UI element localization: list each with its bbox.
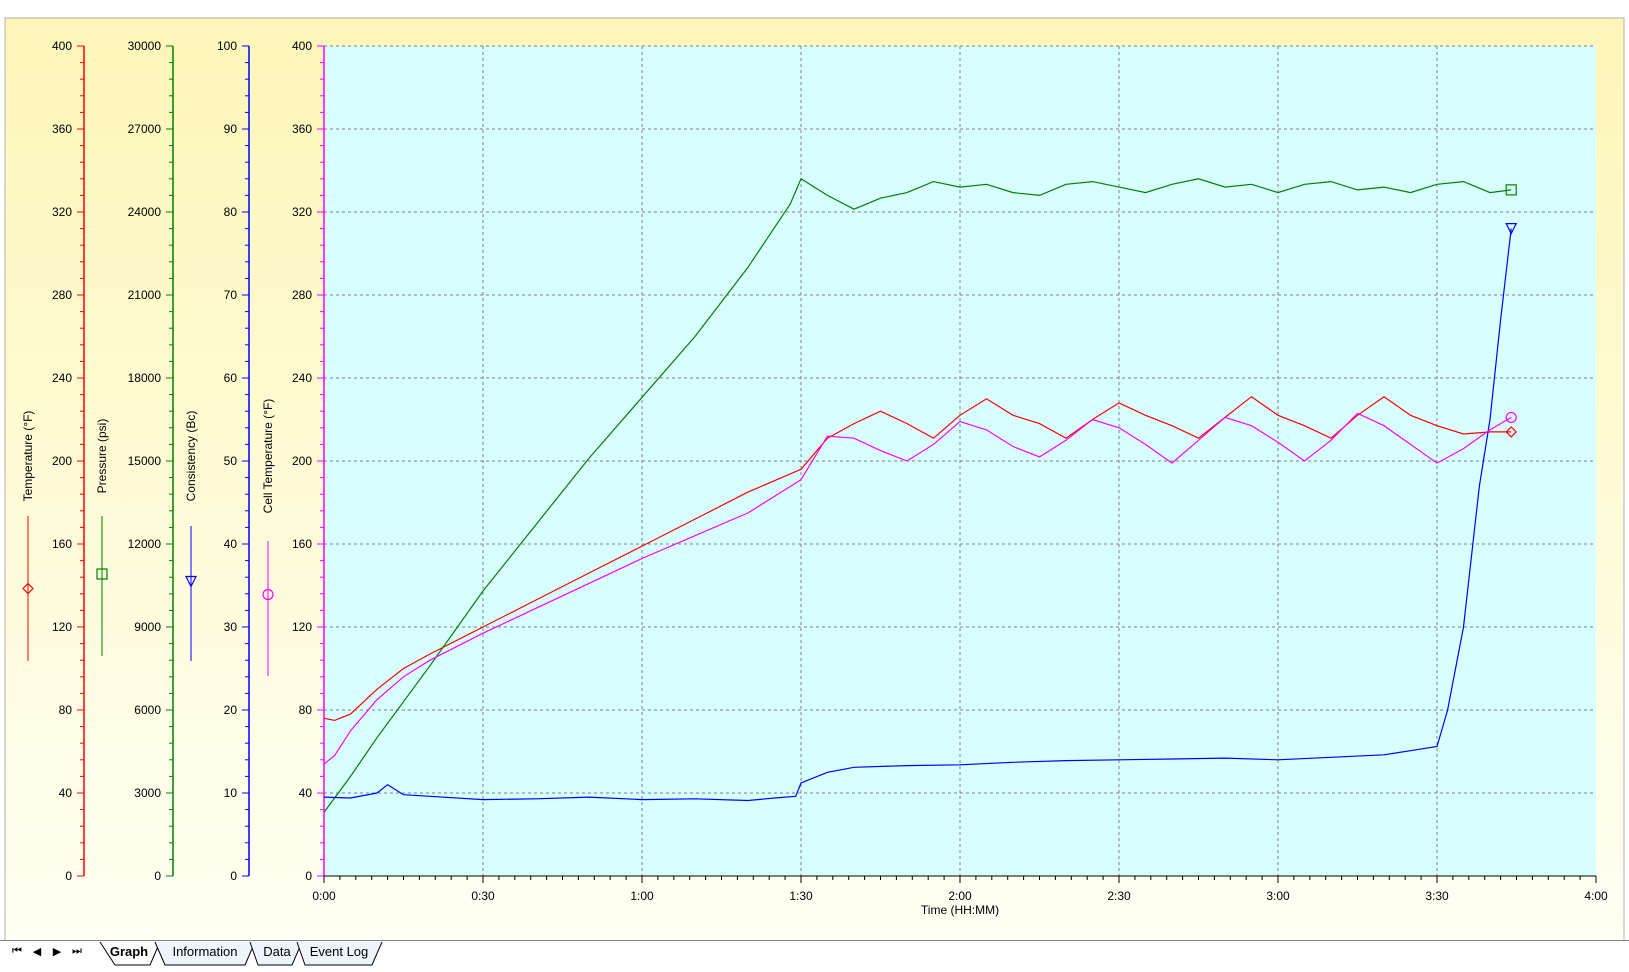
y-tick-label: 80 [224,205,238,219]
tab-event-log[interactable]: Event Log [309,944,369,959]
y-tick-label: 50 [224,454,238,468]
series-end-marker-circle [1505,411,1517,424]
series-line-3 [323,412,1512,765]
series-line-1 [323,177,1512,813]
y-tick-label: 200 [52,454,72,468]
legend-marker-triangle [185,575,197,588]
y-axis-label: Pressure (psi) [95,419,109,494]
y-tick-label: 320 [292,205,312,219]
series-end-marker-triangle [1505,223,1518,235]
y-axis-2: 0 10 20 30 40 50 60 70 80 90 100 Consistency (Bc) [184,39,250,883]
y-tick-label: 3000 [134,786,161,800]
y-tick-label: 360 [292,122,312,136]
x-tick-label: 3:30 [1425,889,1449,903]
y-tick-label: 27000 [128,122,162,136]
tab-data[interactable]: Data [263,944,291,959]
y-tick-label: 70 [224,288,238,302]
x-axis-label: Time (HH:MM) [921,903,999,917]
x-tick-label: 1:30 [789,889,813,903]
series-line-2 [323,228,1512,802]
y-tick-label: 120 [52,620,72,634]
y-tick-label: 6000 [134,703,161,717]
y-tick-label: 80 [59,703,73,717]
y-tick-label: 0 [154,869,161,883]
y-axes: 04080120160200240280320360400Temperature… [21,39,325,883]
y-tick-label: 9000 [134,620,161,634]
y-tick-label: 20 [224,703,238,717]
y-tick-label: 18000 [128,371,162,385]
y-axis-label: Cell Temperature (°F) [261,399,275,514]
y-tick-label: 40 [224,537,238,551]
legend-marker-square [96,568,108,580]
y-tick-label: 400 [292,39,312,53]
y-axis-label: Temperature (°F) [21,411,35,502]
x-tick-label: 0:30 [471,889,495,903]
y-tick-label: 160 [52,537,72,551]
series-end-marker-square [1505,184,1517,196]
y-tick-label: 30000 [128,39,162,53]
nav-next-icon[interactable]: ▶ [52,946,62,958]
y-tick-label: 80 [299,703,313,717]
sheet-tab-bar: ⏮ ◀ ▶ ⏭ Graph Information Data Event Log [0,940,1629,967]
x-tick-label: 2:30 [1107,889,1131,903]
y-axis-3: 0 40 80 120 160 200 240 280 320 360 400 Cell Temper… [261,39,325,883]
y-tick-label: 120 [292,620,312,634]
x-tick-label: 2:00 [948,889,972,903]
y-tick-label: 0 [65,869,72,883]
y-tick-label: 40 [299,786,313,800]
x-tick-label: 1:00 [630,889,654,903]
y-tick-label: 10 [224,786,238,800]
nav-prev-icon[interactable]: ◀ [32,946,42,958]
y-tick-label: 15000 [128,454,162,468]
y-tick-label: 360 [52,122,72,136]
tab-graph[interactable]: Graph [109,944,149,959]
y-tick-label: 60 [224,371,238,385]
x-tick-label: 0:00 [312,889,336,903]
nav-last-icon[interactable]: ⏭ [72,945,82,957]
tab-shapes [99,941,383,966]
y-tick-label: 100 [217,39,237,53]
y-tick-label: 30 [224,620,238,634]
y-tick-label: 280 [292,288,312,302]
y-tick-label: 12000 [128,537,162,551]
y-tick-label: 400 [52,39,72,53]
y-axis-0: 0 40 80 120 160 200 240 280 320 360 400 Temperature… [21,39,85,883]
y-tick-label: 280 [52,288,72,302]
tab-information[interactable]: Information [172,944,238,959]
series-group [323,177,1518,813]
y-tick-label: 160 [292,537,312,551]
nav-first-icon[interactable]: ⏮ [12,945,22,957]
y-axis-label: Consistency (Bc) [184,411,198,502]
y-tick-label: 200 [292,454,312,468]
y-tick-label: 90 [224,122,238,136]
y-tick-label: 320 [52,205,72,219]
legend-marker-diamond [22,582,34,595]
x-tick-label: 3:00 [1266,889,1290,903]
x-axis: 0:00 0:30 1:00 1:30 2:00 2:30 3:00 3:30 4:00 [312,875,1608,903]
y-tick-label: 240 [52,371,72,385]
series-end-marker-diamond [1505,426,1518,438]
y-tick-label: 240 [292,371,312,385]
x-tick-label: 4:00 [1584,889,1608,903]
y-axis-1: 0 3000 6000 9000 12000 15000 18000 21000 24000 27… [95,39,174,883]
y-tick-label: 0 [230,869,237,883]
y-tick-label: 40 [59,786,73,800]
legend-marker-circle [262,588,274,601]
y-tick-label: 0 [305,869,312,883]
y-tick-label: 21000 [128,288,162,302]
y-tick-label: 24000 [128,205,162,219]
